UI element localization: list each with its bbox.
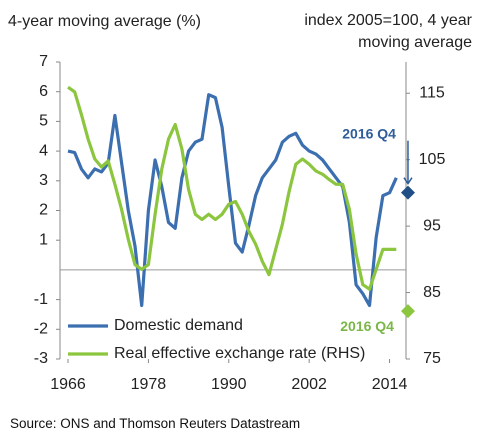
y-tick-label: 1 [39,231,48,248]
series-line [67,85,397,291]
x-tick-label: 1966 [50,376,86,393]
annotation: 2016 Q4 [340,318,394,334]
y-tick-label: -1 [34,291,48,308]
y-tick-label: 6 [39,83,48,100]
x-tick-label: 2014 [372,376,408,393]
y2-tick-label: 105 [419,151,446,168]
y2-tick-label: 115 [419,84,445,101]
x-tick-label: 1990 [211,376,247,393]
source-note: Source: ONS and Thomson Reuters Datastre… [10,416,301,431]
y-tick-label: 2 [39,202,48,219]
x-tick-label: 2002 [291,376,327,393]
y2-tick-label: 95 [423,217,441,234]
legend-label: Real effective exchange rate (RHS) [114,345,365,362]
y-tick-label: 5 [39,113,48,130]
y2-axis-title: index 2005=100, 4 year moving average [304,12,472,51]
marker-diamond [400,304,415,319]
y-axis-title: 4-year moving average (%) [8,13,201,30]
y-tick-label: 3 [39,172,48,189]
y-tick-label: -2 [34,321,48,338]
annotation-arrowhead [403,177,413,186]
y2-tick-label: 85 [423,284,441,301]
annotation: 2016 Q4 [342,125,396,141]
y-tick-label: -3 [34,350,48,367]
legend-label: Domestic demand [114,317,243,334]
marker-diamond [400,185,415,200]
x-tick-label: 1978 [131,376,167,393]
y2-tick-label: 75 [423,350,441,367]
y-tick-label: 4 [39,142,48,159]
y-tick-label: 7 [39,53,48,70]
